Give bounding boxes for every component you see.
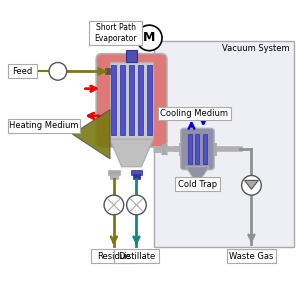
FancyBboxPatch shape [8, 119, 80, 133]
FancyBboxPatch shape [91, 249, 136, 263]
FancyBboxPatch shape [227, 249, 276, 263]
Text: Residue: Residue [97, 252, 130, 260]
FancyBboxPatch shape [175, 178, 220, 191]
Text: Distillate: Distillate [118, 252, 155, 260]
Bar [111, 66, 116, 135]
Polygon shape [73, 110, 110, 159]
Bar [130, 170, 142, 175]
Text: Vacuum System: Vacuum System [222, 44, 290, 53]
Bar [195, 134, 200, 164]
FancyBboxPatch shape [158, 107, 231, 121]
Bar [138, 66, 143, 135]
Bar [188, 134, 191, 164]
Bar [211, 143, 216, 155]
FancyBboxPatch shape [89, 21, 142, 45]
Text: M: M [143, 31, 155, 44]
Bar [110, 173, 118, 179]
Bar [147, 66, 152, 135]
FancyBboxPatch shape [114, 249, 159, 263]
Bar [110, 61, 153, 139]
Circle shape [104, 195, 124, 215]
Bar [154, 41, 294, 247]
Bar [133, 173, 140, 179]
Text: Waste Gas: Waste Gas [229, 252, 274, 260]
Bar [129, 66, 134, 135]
Bar [108, 170, 120, 175]
Circle shape [136, 25, 162, 51]
FancyBboxPatch shape [96, 54, 167, 147]
Bar [203, 134, 207, 164]
FancyBboxPatch shape [181, 128, 214, 170]
Bar [105, 69, 110, 74]
Polygon shape [110, 139, 153, 167]
Bar [179, 143, 184, 155]
Circle shape [49, 63, 67, 80]
Text: Cold Trap: Cold Trap [178, 180, 217, 189]
Polygon shape [244, 181, 258, 189]
Text: Heating Medium: Heating Medium [9, 121, 79, 130]
Circle shape [127, 195, 146, 215]
Circle shape [242, 176, 261, 195]
Bar [120, 66, 125, 135]
Text: Short Path
Evaporator: Short Path Evaporator [94, 23, 137, 43]
Bar [126, 50, 137, 61]
Text: Cooling Medium: Cooling Medium [160, 109, 229, 118]
Text: Feed: Feed [12, 67, 33, 76]
Polygon shape [186, 167, 209, 178]
FancyBboxPatch shape [8, 64, 37, 78]
